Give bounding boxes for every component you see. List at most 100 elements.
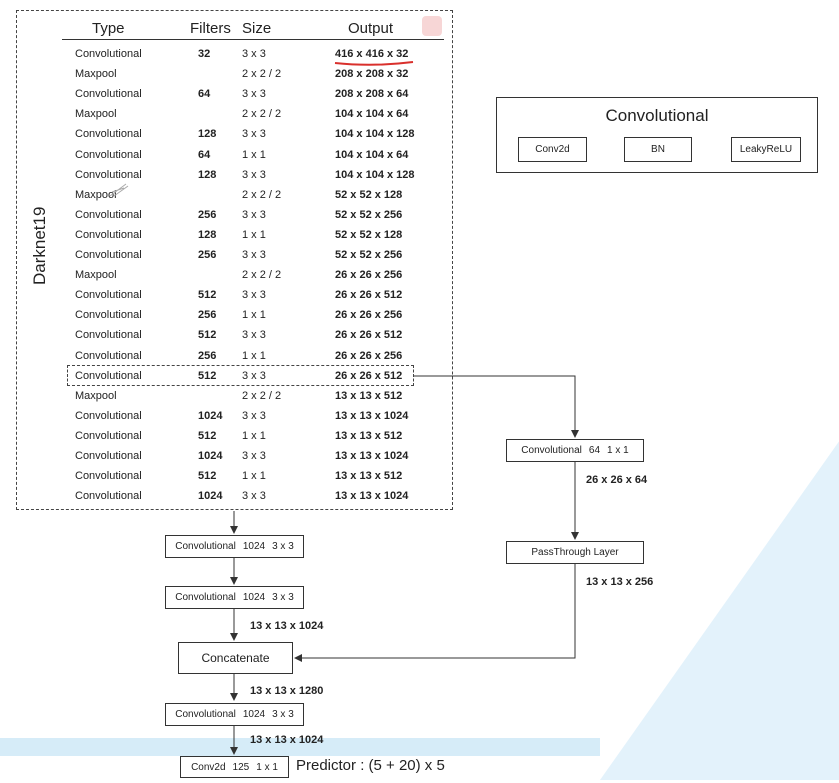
table-cell-type: Maxpool: [75, 390, 117, 402]
branch-conv-box: Convolutional 64 1 x 1: [506, 439, 644, 462]
table-cell-output: 104 x 104 x 64: [335, 108, 409, 120]
legend-leakyrelu-box: LeakyReLU: [731, 137, 801, 162]
table-cell-type: Convolutional: [75, 430, 142, 442]
table-cell-filters: 1024: [198, 450, 223, 462]
darknet19-table: [16, 10, 453, 510]
table-cell-filters: 256: [198, 249, 217, 261]
table-cell-type: Maxpool: [75, 108, 117, 120]
table-cell-type: Convolutional: [75, 370, 142, 382]
table-cell-output: 52 x 52 x 128: [335, 189, 403, 201]
header-filters: Filters: [190, 20, 231, 37]
passthrough-label: PassThrough Layer: [531, 547, 619, 558]
legend-leakyrelu-label: LeakyReLU: [739, 144, 793, 155]
table-cell-size: 1 x 1: [242, 430, 266, 442]
table-cell-type: Convolutional: [75, 309, 142, 321]
branch-dim-2: 13 x 13 x 256: [586, 576, 654, 588]
table-cell-size: 2 x 2 / 2: [242, 189, 282, 201]
red-underline-annotation: [334, 61, 414, 66]
table-cell-output: 26 x 26 x 512: [335, 329, 403, 341]
table-cell-type: Convolutional: [75, 149, 142, 161]
table-cell-size: 2 x 2 / 2: [242, 68, 282, 80]
header-size: Size: [242, 20, 272, 37]
red-badge: [422, 16, 442, 36]
legend-bn-label: BN: [651, 144, 665, 155]
table-cell-filters: 1024: [198, 490, 223, 502]
table-cell-output: 208 x 208 x 32: [335, 68, 409, 80]
table-cell-filters: 256: [198, 309, 217, 321]
table-cell-filters: 128: [198, 169, 217, 181]
table-cell-type: Maxpool: [75, 269, 117, 281]
background-shape: [600, 440, 839, 780]
table-cell-output: 26 x 26 x 256: [335, 269, 403, 281]
main-dim-1: 13 x 13 x 1024: [250, 620, 324, 632]
table-cell-filters: 1024: [198, 410, 223, 422]
table-cell-output: 26 x 26 x 256: [335, 350, 403, 362]
table-cell-size: 1 x 1: [242, 470, 266, 482]
table-cell-size: 3 x 3: [242, 169, 266, 181]
main-conv-3-name: Convolutional: [175, 709, 236, 720]
table-cell-type: Convolutional: [75, 490, 142, 502]
table-cell-filters: 64: [198, 88, 211, 100]
passthrough-layer-box: PassThrough Layer: [506, 541, 644, 564]
final-conv2d-box: Conv2d 125 1 x 1: [180, 756, 289, 778]
table-cell-filters: 32: [198, 48, 211, 60]
legend-bn-box: BN: [624, 137, 692, 162]
concatenate-label: Concatenate: [201, 651, 270, 665]
main-conv-2-name: Convolutional: [175, 592, 236, 603]
branch-conv-name: Convolutional: [521, 445, 582, 456]
table-cell-output: 26 x 26 x 512: [335, 370, 403, 382]
table-cell-size: 3 x 3: [242, 128, 266, 140]
table-cell-size: 1 x 1: [242, 149, 266, 161]
table-cell-type: Convolutional: [75, 209, 142, 221]
table-cell-output: 104 x 104 x 128: [335, 128, 415, 140]
main-dim-2: 13 x 13 x 1280: [250, 685, 324, 697]
table-cell-filters: 512: [198, 470, 217, 482]
table-cell-type: Convolutional: [75, 128, 142, 140]
table-cell-size: 3 x 3: [242, 289, 266, 301]
table-cell-filters: 128: [198, 229, 217, 241]
table-cell-output: 13 x 13 x 512: [335, 470, 403, 482]
table-cell-type: Maxpool: [75, 189, 117, 201]
legend-conv2d-label: Conv2d: [535, 144, 570, 155]
table-cell-output: 13 x 13 x 1024: [335, 410, 409, 422]
table-cell-output: 52 x 52 x 256: [335, 209, 403, 221]
main-conv-1-size: 3 x 3: [272, 541, 294, 552]
table-cell-size: 3 x 3: [242, 450, 266, 462]
table-cell-filters: 512: [198, 370, 217, 382]
table-cell-output: 13 x 13 x 1024: [335, 490, 409, 502]
table-cell-size: 3 x 3: [242, 370, 266, 382]
table-cell-filters: 128: [198, 128, 217, 140]
table-cell-type: Convolutional: [75, 88, 142, 100]
table-cell-size: 1 x 1: [242, 350, 266, 362]
table-cell-type: Convolutional: [75, 169, 142, 181]
main-conv-1-name: Convolutional: [175, 541, 236, 552]
table-cell-size: 1 x 1: [242, 229, 266, 241]
main-dim-3: 13 x 13 x 1024: [250, 734, 324, 746]
table-cell-size: 2 x 2 / 2: [242, 269, 282, 281]
highlighted-row: [67, 365, 414, 386]
final-conv2d-name: Conv2d: [191, 761, 226, 773]
table-cell-filters: 256: [198, 209, 217, 221]
table-cell-output: 52 x 52 x 256: [335, 249, 403, 261]
branch-conv-size: 1 x 1: [607, 445, 629, 456]
table-cell-type: Convolutional: [75, 289, 142, 301]
table-cell-type: Convolutional: [75, 410, 142, 422]
table-cell-filters: 512: [198, 329, 217, 341]
table-cell-size: 2 x 2 / 2: [242, 390, 282, 402]
table-cell-filters: 512: [198, 289, 217, 301]
branch-conv-filters: 64: [588, 445, 601, 456]
table-cell-output: 13 x 13 x 1024: [335, 450, 409, 462]
concatenate-box: Concatenate: [178, 642, 293, 674]
table-cell-size: 3 x 3: [242, 249, 266, 261]
main-conv-2-filters: 1024: [242, 592, 266, 603]
table-cell-type: Convolutional: [75, 329, 142, 341]
table-cell-filters: 64: [198, 149, 211, 161]
header-output: Output: [348, 20, 394, 37]
scribble-mark: [109, 183, 129, 197]
table-cell-output: 13 x 13 x 512: [335, 430, 403, 442]
header-divider: [62, 39, 444, 40]
table-cell-output: 104 x 104 x 64: [335, 149, 409, 161]
main-conv-3-size: 3 x 3: [272, 709, 294, 720]
table-cell-size: 3 x 3: [242, 329, 266, 341]
table-cell-type: Convolutional: [75, 470, 142, 482]
